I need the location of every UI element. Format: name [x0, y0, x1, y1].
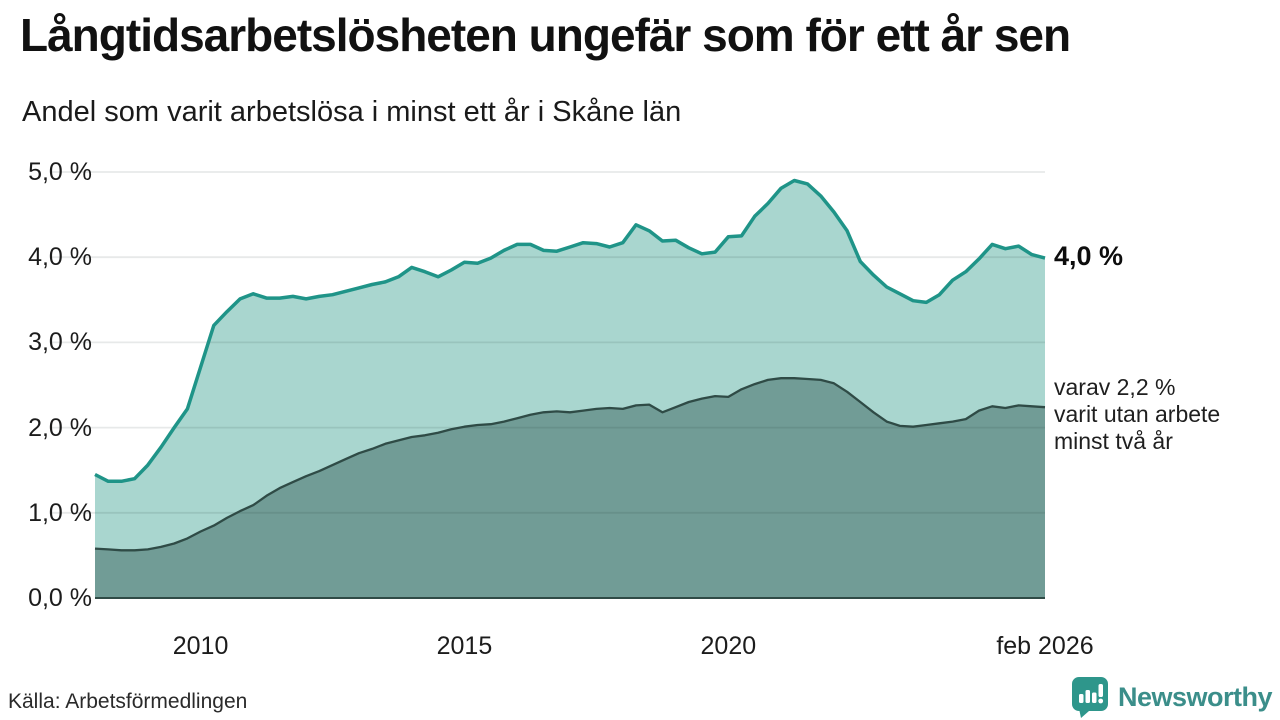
- secondary-annotation-line: varav 2,2 %: [1054, 374, 1176, 400]
- secondary-annotation-line: varit utan arbete: [1054, 401, 1221, 427]
- gridlines: [50, 171, 1045, 514]
- secondary-annotation-line: minst två år: [1054, 428, 1173, 454]
- brand-name: Newsworthy: [1117, 681, 1273, 712]
- series-line-0: [94, 178, 1046, 484]
- x-tick-label: 2020: [700, 632, 757, 660]
- y-tick-label: 2,0 %: [28, 413, 92, 442]
- secondary-annotation: varav 2,2 % varit utan arbete minst två …: [1054, 374, 1220, 455]
- source-credit: Källa: Arbetsförmedlingen: [8, 690, 248, 713]
- y-tick-label: 4,0 %: [28, 243, 92, 272]
- newsworthy-icon: [1071, 677, 1108, 718]
- y-tick-label: 1,0 %: [28, 498, 92, 527]
- end-value-annotation: 4,0 %: [1054, 241, 1124, 272]
- chart-title: Långtidsarbetslösheten ungefär som för e…: [20, 9, 1071, 61]
- brand-logo: Newsworthy: [1071, 676, 1273, 718]
- area-fills: [95, 180, 1045, 598]
- series-area-1: [95, 378, 1045, 598]
- series-line-1: [94, 377, 1046, 552]
- y-tick-label: 5,0 %: [28, 158, 92, 186]
- x-tick-label: feb 2026: [996, 632, 1094, 660]
- y-tick-label: 3,0 %: [28, 328, 92, 357]
- x-tick-label: 2010: [172, 632, 229, 660]
- y-tick-label: 0,0 %: [28, 584, 92, 612]
- x-tick-label: 2015: [436, 632, 493, 660]
- chart-subtitle: Andel som varit arbetslösa i minst ett å…: [22, 96, 682, 128]
- mini-bar-chart-icon: [1078, 684, 1104, 704]
- series-lines: [94, 178, 1046, 552]
